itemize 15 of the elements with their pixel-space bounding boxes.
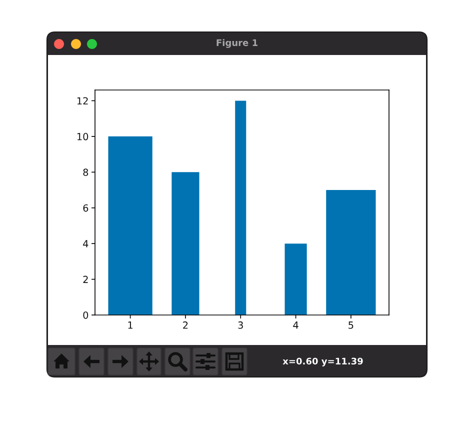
x-tick-label: 5 (348, 322, 354, 329)
y-tick-label: 4 (83, 240, 88, 248)
chart-title: Figure 1 (216, 39, 258, 48)
x-tick-label: 2 (183, 321, 188, 329)
y-tick-label: 8 (83, 168, 88, 176)
x-tick-label: 4 (293, 322, 298, 329)
x-tick-label: 1 (128, 322, 132, 329)
x-tick-label: 3 (238, 321, 243, 329)
y-tick-label: 12 (77, 97, 88, 104)
bar (172, 172, 200, 315)
y-tick-label: 2 (83, 276, 88, 283)
text: x=0.60 y=11.39 (282, 358, 363, 366)
y-tick-label: 0 (83, 311, 88, 319)
y-tick-label: 10 (77, 132, 88, 140)
y-tick-label: 6 (83, 204, 88, 212)
